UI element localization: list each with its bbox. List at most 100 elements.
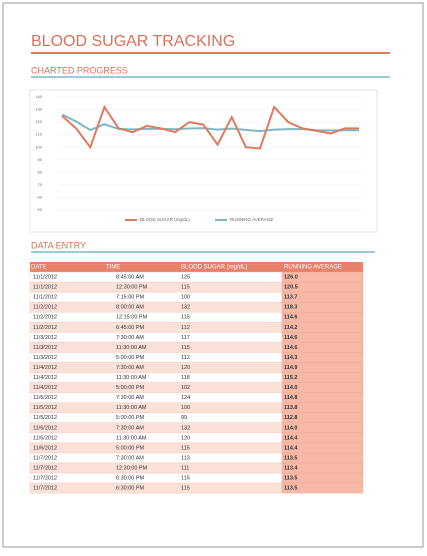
chart-box (29, 89, 378, 233)
table-cell: 113.5 (284, 455, 297, 461)
table-cell: 5:00:00 PM (116, 355, 145, 361)
table-cell: 5:00:00 PM (116, 385, 145, 391)
y-tick-label: 80 (38, 169, 43, 174)
row-bg (29, 412, 283, 424)
table-cell: 125 (181, 275, 190, 281)
table-cell: 11:30:00 AM (116, 405, 147, 411)
table-cell: 11/1/2012 (33, 295, 57, 301)
chart-section-title: CHARTED PROGRESS (31, 65, 128, 75)
table-cell: 115 (181, 345, 190, 351)
table-cell: 120 (181, 365, 190, 371)
legend-label: BLOOD SUGAR (mg/dL) (140, 217, 190, 222)
table-cell: 11/6/2012 (33, 435, 57, 441)
table-cell: 100 (181, 405, 190, 411)
table-cell: 11/3/2012 (33, 345, 57, 351)
table-cell: 11/2/2012 (33, 315, 57, 321)
table-cell: 11/1/2012 (33, 275, 57, 281)
table-cell: 112 (181, 325, 190, 331)
table-cell: 115 (181, 285, 190, 291)
table-cell: 112 (181, 355, 190, 361)
table-cell: 114.9 (284, 365, 297, 371)
table-cell: 112.8 (284, 415, 297, 421)
column-header: DATE (31, 265, 47, 271)
table-cell: 114.2 (284, 325, 297, 331)
table-cell: 11/7/2012 (33, 455, 57, 461)
table-cell: 114.0 (284, 425, 297, 431)
table-cell: 6:30:00 PM (116, 476, 145, 482)
table-cell: 132 (181, 305, 190, 311)
table-cell: 11/1/2012 (33, 285, 57, 291)
table-cell: 111 (181, 465, 189, 471)
row-bg (29, 382, 283, 393)
table-cell: 114.8 (284, 395, 297, 401)
table-cell: 11/4/2012 (33, 375, 57, 381)
row-bg (29, 302, 283, 313)
row-bg (29, 422, 283, 434)
table-cell: 11/5/2012 (33, 405, 57, 411)
table-cell: 126.0 (284, 275, 298, 281)
row-bg (29, 402, 283, 413)
table-cell: 102 (181, 385, 190, 391)
table-cell: 11/3/2012 (33, 335, 57, 341)
table-cell: 11/4/2012 (33, 385, 57, 391)
row-bg (29, 332, 283, 343)
table-cell: 11/7/2012 (33, 486, 57, 492)
column-header: BLOOD SUGAR (mg/dL) (181, 265, 247, 271)
table-cell: 120.5 (284, 285, 298, 291)
table-cell: 114.4 (284, 445, 298, 451)
table: DATE TIME BLOOD SUGAR (mg/dL) RUNNING AVERA… (29, 262, 364, 494)
table-cell: 100 (181, 295, 190, 301)
row-bg (29, 472, 283, 484)
table-cell: 8:45:00 AM (116, 275, 144, 281)
table-cell: 12:30:00 PM (116, 285, 148, 291)
table-cell: 113.8 (284, 405, 297, 411)
table-cell: 11/2/2012 (33, 305, 57, 311)
header-row (30, 262, 363, 273)
row-bg (29, 362, 283, 373)
y-tick-label: 110 (36, 132, 43, 137)
series-line (61, 104, 359, 150)
avg-cell-bg (281, 482, 364, 494)
table-cell: 11:30:00 AM (116, 345, 147, 351)
table-cell: 7:30:00 AM (116, 365, 144, 371)
table-cell: 11/4/2012 (33, 365, 57, 371)
table-cell: 11/7/2012 (33, 476, 57, 482)
table-cell: 99 (181, 415, 187, 421)
table-cell: 11/2/2012 (33, 325, 57, 331)
table-cell: 114.3 (284, 355, 297, 361)
table-cell: 124 (181, 395, 190, 401)
table-cell: 11/6/2012 (33, 425, 57, 431)
table-cell: 114.6 (284, 315, 297, 321)
table-cell: 11:30:00 AM (116, 435, 147, 441)
table-cell: 113.5 (284, 476, 297, 482)
row-bg (29, 312, 283, 323)
legend-label: RUNNING AVERAGE (230, 217, 273, 222)
table-cell: 7:30:00 AM (116, 395, 144, 401)
page-title: BLOOD SUGAR TRACKING (31, 33, 235, 50)
table-cell: 113.5 (284, 486, 297, 492)
row-bg (29, 442, 283, 454)
table-cell: 113 (181, 455, 190, 461)
table-cell: 6:45:00 PM (116, 325, 145, 331)
y-tick-label: 50 (38, 207, 43, 212)
row-bg (29, 342, 283, 353)
table-cell: 5:00:00 PM (116, 415, 145, 421)
table-cell: 8:00:00 AM (116, 305, 144, 311)
table-cell: 11/5/2012 (33, 415, 57, 421)
table-cell: 115 (181, 445, 190, 451)
table-cell: 114.6 (284, 335, 297, 341)
row-bg (29, 291, 283, 303)
column-header: TIME (106, 265, 120, 271)
y-tick-label: 70 (38, 182, 43, 187)
table-cell: 117 (181, 335, 190, 341)
table-cell: 7:30:00 AM (116, 425, 144, 431)
column-header: RUNNING AVERAGE (284, 265, 342, 271)
table-cell: 7:30:00 AM (116, 455, 144, 461)
table-cell: 118.3 (284, 305, 297, 311)
row-bg (29, 432, 283, 444)
row-bg (29, 271, 283, 283)
table-cell: 11/3/2012 (33, 355, 57, 361)
y-tick-label: 140 (35, 94, 42, 99)
row-bg (29, 462, 283, 474)
